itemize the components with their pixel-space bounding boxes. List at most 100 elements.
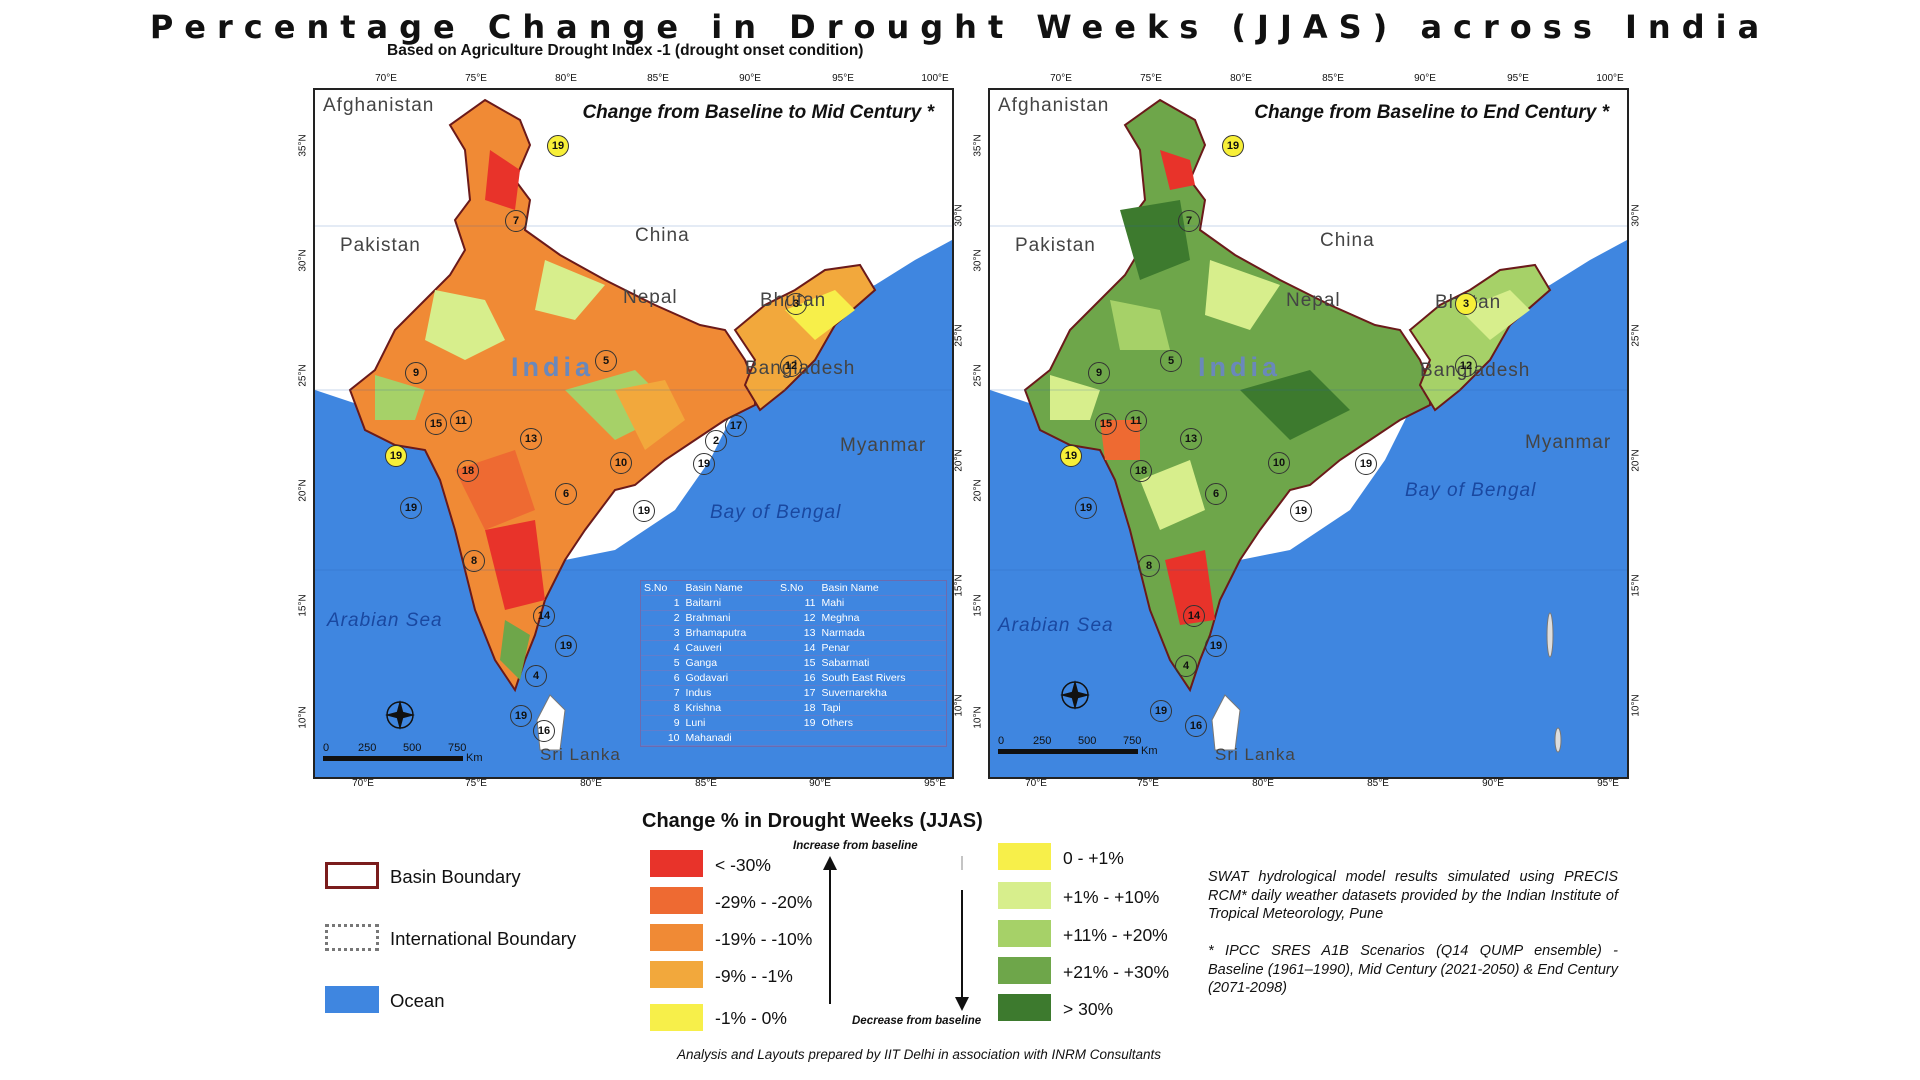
basin-number: 19: [547, 135, 569, 157]
table-row: 6 Godavari 16 South East Rivers: [641, 670, 946, 686]
lat-label: 20°N: [297, 479, 309, 502]
legend-swatch: [650, 1004, 703, 1031]
symbol-label: International Boundary: [390, 928, 577, 949]
table-cell: Mahanadi: [682, 730, 777, 746]
increase-label: Increase from baseline: [793, 840, 918, 852]
lat-label: 10°N: [972, 706, 984, 729]
credit-line: Analysis and Layouts prepared by IIT Del…: [677, 1047, 1161, 1062]
lat-label: 25°N: [297, 364, 309, 387]
patch: [1050, 375, 1100, 420]
lon-ticks-bottom-end: 70°E 75°E 80°E 85°E 90°E 95°E: [1025, 778, 1619, 789]
basin-number: 19: [555, 635, 577, 657]
table-cell: 2: [641, 610, 683, 626]
lat-label: 30°N: [972, 249, 984, 272]
patch: [485, 520, 545, 610]
patch: [785, 290, 855, 340]
lat-label: 20°N: [972, 479, 984, 502]
basin-number: 3: [785, 293, 807, 315]
patch: [535, 260, 605, 320]
legend-swatch: [998, 882, 1051, 909]
basin-number: 19: [633, 500, 655, 522]
legend-label: -29% - -20%: [715, 892, 813, 912]
table-cell: Suvernarekha: [818, 685, 946, 701]
lat-label: 35°N: [297, 134, 309, 157]
table-cell: Cauveri: [682, 640, 777, 656]
table-row: 4 Cauveri 14 Penar: [641, 640, 946, 656]
basin-number: 19: [510, 705, 532, 727]
table-cell: Ganga: [682, 655, 777, 671]
lat-label: 25°N: [1630, 324, 1642, 347]
map-panel-end-century: Change from Baseline to End Century * Af…: [988, 88, 1629, 779]
table-cell: 15: [776, 655, 819, 671]
basin-number: 13: [1180, 428, 1202, 450]
label-arabian-sea: Arabian Sea: [998, 615, 1114, 636]
label-nepal: Nepal: [623, 287, 678, 308]
legend-label: > 30%: [1063, 999, 1114, 1019]
table-cell: 18: [776, 700, 819, 716]
legend-swatch: [650, 961, 703, 988]
symbol-label: Ocean: [390, 990, 445, 1011]
compass-rose: [385, 700, 415, 730]
basin-number: 19: [1205, 635, 1227, 657]
basin-number: 19: [1075, 497, 1097, 519]
basin-number: 11: [450, 410, 472, 432]
sri-lanka: [1211, 694, 1241, 751]
india-landmass: [348, 98, 756, 693]
table-cell: Brhamaputra: [682, 625, 777, 641]
basin-number: 18: [1130, 460, 1152, 482]
basin-number: 19: [1060, 445, 1082, 467]
legend-label: +11% - +20%: [1063, 925, 1168, 945]
basin-number: 19: [1222, 135, 1244, 157]
basin-number: 15: [425, 413, 447, 435]
patch: [1205, 260, 1280, 330]
basin-number: 8: [1138, 555, 1160, 577]
lat-label: 20°N: [953, 449, 965, 472]
table-cell: 7: [641, 685, 683, 701]
table-cell: Baitarni: [682, 595, 777, 611]
panel-title-mid: Change from Baseline to Mid Century *: [582, 102, 934, 123]
table-cell: 6: [641, 670, 683, 686]
basin-number: 19: [385, 445, 407, 467]
up-arrow-icon: [823, 856, 837, 1004]
basin-number: 9: [405, 362, 427, 384]
table-cell: [776, 730, 819, 746]
legend-swatch: [998, 957, 1051, 984]
basin-number: 7: [505, 210, 527, 232]
legend-label: +1% - +10%: [1063, 887, 1160, 907]
label-china: China: [635, 225, 690, 246]
legend-swatch: [998, 994, 1051, 1021]
table-cell: Narmada: [818, 625, 946, 641]
table-cell: 8: [641, 700, 683, 716]
main-title: Percentage Change in Drought Weeks (JJAS…: [149, 8, 1771, 46]
lat-label: 10°N: [953, 694, 965, 717]
lat-label: 15°N: [297, 594, 309, 617]
table-cell: Meghna: [818, 610, 946, 626]
table-cell: 12: [776, 610, 819, 626]
basin-boundary-symbol: [325, 862, 379, 889]
map-canvas-end: [990, 90, 1627, 753]
table-cell: 10: [641, 730, 683, 746]
legend-swatch: [650, 850, 703, 877]
basin-number: 17: [725, 415, 747, 437]
basin-number: 8: [463, 550, 485, 572]
basin-number: 7: [1178, 210, 1200, 232]
table-row: 3 Brhamaputra 13 Narmada: [641, 625, 946, 641]
label-sri-lanka: Sri Lanka: [540, 745, 621, 764]
lat-label: 30°N: [1630, 204, 1642, 227]
table-row: 7 Indus 17 Suvernarekha: [641, 685, 946, 701]
table-cell: 13: [776, 625, 819, 641]
legend-label: 0 - +1%: [1063, 848, 1124, 868]
lon-ticks-top-mid: 70°E 75°E 80°E 85°E 90°E 95°E 100°E: [375, 73, 949, 84]
table-row: 5 Ganga 15 Sabarmati: [641, 655, 946, 671]
international-boundary-symbol: [325, 924, 379, 951]
legend-label: < -30%: [715, 855, 771, 875]
table-cell: Godavari: [682, 670, 777, 686]
table-cell: 14: [776, 640, 819, 656]
label-afghanistan: Afghanistan: [998, 95, 1110, 116]
basin-number: 16: [1185, 715, 1207, 737]
lat-label: 35°N: [972, 134, 984, 157]
basin-number: 18: [457, 460, 479, 482]
table-cell: 5: [641, 655, 683, 671]
compass-rose: [1060, 680, 1090, 710]
basin-number: 4: [1175, 655, 1197, 677]
